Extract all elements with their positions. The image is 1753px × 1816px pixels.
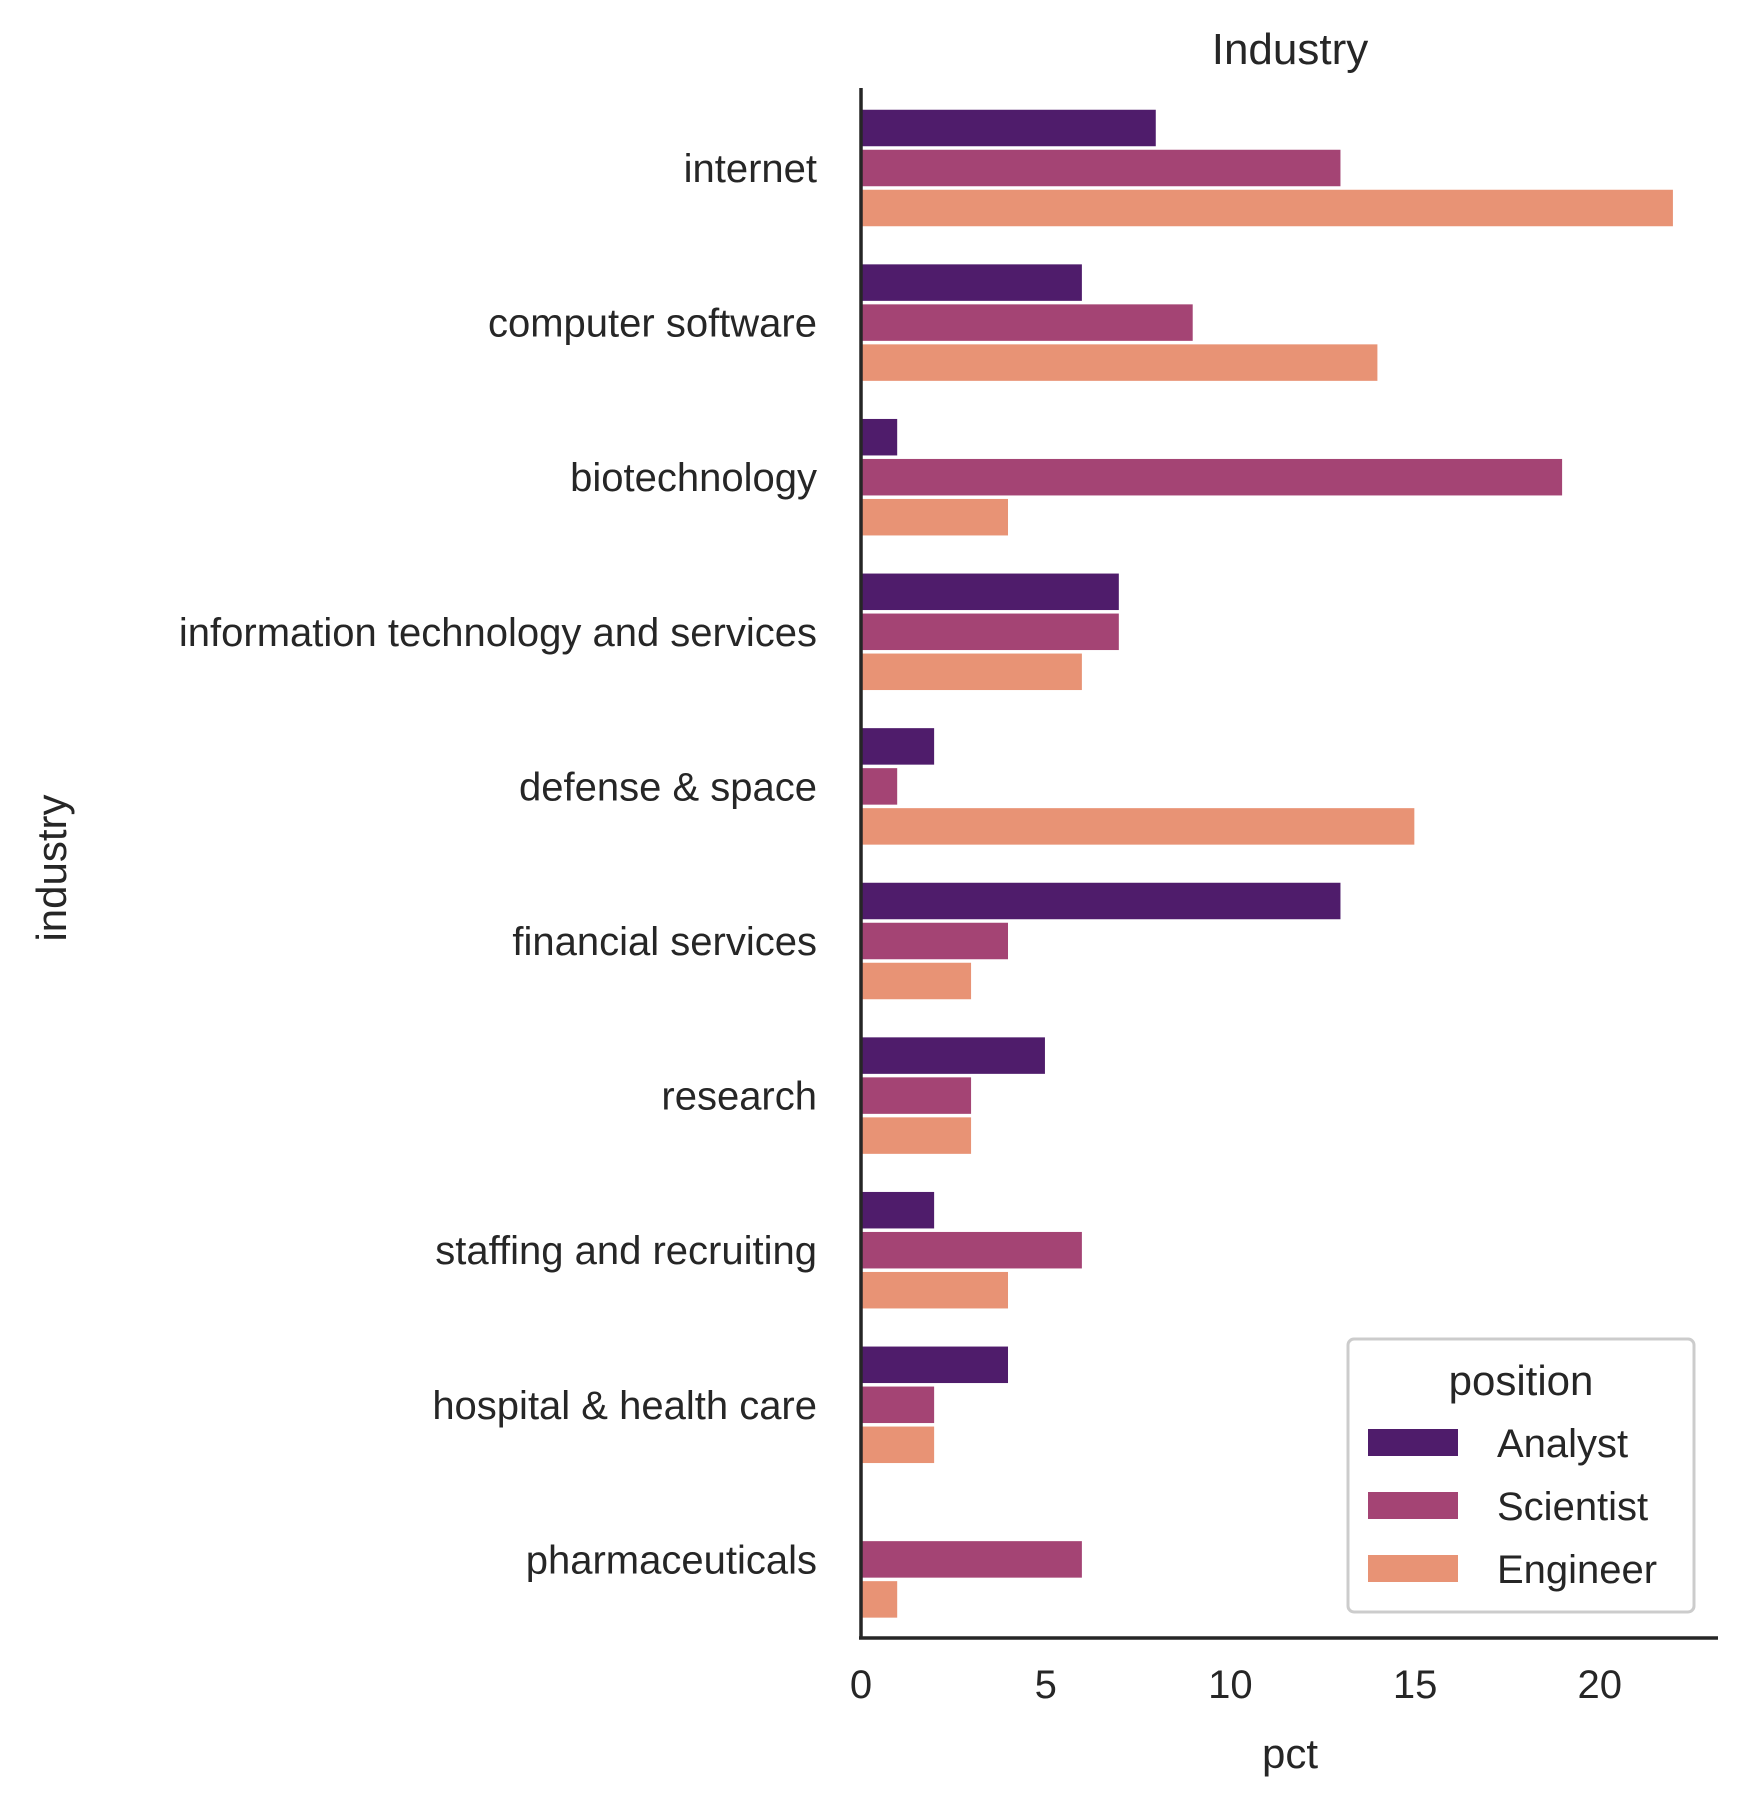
x-axis-label: pct bbox=[1262, 1730, 1318, 1777]
bar-analyst-computer-software bbox=[860, 262, 1084, 303]
bar-engineer-internet bbox=[860, 188, 1675, 228]
legend: position Analyst Scientist Engineer bbox=[1346, 1337, 1696, 1614]
x-tick-label-15: 15 bbox=[1393, 1663, 1438, 1707]
y-tick-label-computer-software: computer software bbox=[488, 302, 817, 346]
y-tick-label-hospital-health-care: hospital & health care bbox=[432, 1384, 817, 1428]
bar-scientist-financial-services bbox=[860, 921, 1010, 961]
legend-label-engineer: Engineer bbox=[1497, 1548, 1657, 1592]
bar-engineer-pharmaceuticals bbox=[860, 1579, 899, 1620]
x-ticks: 0 5 10 15 20 bbox=[850, 1663, 1622, 1707]
bar-analyst-biotechnology bbox=[860, 417, 899, 457]
bar-engineer-biotechnology bbox=[860, 497, 1010, 537]
bar-scientist-pharmaceuticals bbox=[860, 1539, 1084, 1580]
bars-group bbox=[860, 108, 1675, 1620]
legend-items: Analyst Scientist Engineer bbox=[1368, 1422, 1657, 1592]
bar-analyst-defense-space bbox=[860, 726, 936, 767]
bar-analyst-staffing-and-recruiting bbox=[860, 1190, 936, 1230]
legend-frame bbox=[1346, 1337, 1696, 1614]
bar-analyst-research bbox=[860, 1035, 1047, 1076]
bar-analyst-information-technology-and-services bbox=[860, 572, 1121, 612]
legend-title: position bbox=[1449, 1357, 1594, 1404]
y-axis-label: industry bbox=[28, 794, 75, 941]
x-tick-label-10: 10 bbox=[1208, 1663, 1253, 1707]
bar-scientist-research bbox=[860, 1075, 973, 1116]
y-tick-label-staffing-and-recruiting: staffing and recruiting bbox=[435, 1229, 817, 1273]
legend-swatch-engineer bbox=[1368, 1555, 1458, 1582]
bar-engineer-computer-software bbox=[860, 342, 1379, 383]
bar-engineer-information-technology-and-services bbox=[860, 652, 1084, 692]
bar-analyst-financial-services bbox=[860, 881, 1342, 921]
y-tick-label-information-technology-and-services: information technology and services bbox=[179, 611, 817, 655]
x-tick-label-0: 0 bbox=[850, 1663, 872, 1707]
y-tick-labels: internet computer software biotechnology in… bbox=[179, 147, 817, 1582]
legend-swatch-scientist bbox=[1368, 1492, 1458, 1519]
bar-scientist-internet bbox=[860, 148, 1342, 188]
x-tick-label-20: 20 bbox=[1578, 1663, 1623, 1707]
bar-scientist-computer-software bbox=[860, 302, 1195, 343]
legend-label-scientist: Scientist bbox=[1497, 1485, 1648, 1529]
bar-scientist-staffing-and-recruiting bbox=[860, 1230, 1084, 1270]
bar-engineer-hospital-health-care bbox=[860, 1425, 936, 1465]
bar-scientist-information-technology-and-services bbox=[860, 612, 1121, 652]
bar-engineer-defense-space bbox=[860, 806, 1416, 847]
y-tick-label-biotechnology: biotechnology bbox=[570, 456, 817, 500]
bar-scientist-biotechnology bbox=[860, 457, 1564, 497]
y-tick-label-research: research bbox=[661, 1075, 817, 1119]
bar-scientist-defense-space bbox=[860, 766, 899, 807]
legend-swatch-analyst bbox=[1368, 1429, 1458, 1456]
bar-scientist-hospital-health-care bbox=[860, 1385, 936, 1425]
y-tick-label-defense-space: defense & space bbox=[519, 765, 817, 809]
bar-engineer-staffing-and-recruiting bbox=[860, 1270, 1010, 1310]
y-tick-label-internet: internet bbox=[684, 147, 817, 191]
x-tick-label-5: 5 bbox=[1035, 1663, 1057, 1707]
y-tick-label-financial-services: financial services bbox=[512, 920, 817, 964]
y-tick-label-pharmaceuticals: pharmaceuticals bbox=[526, 1538, 817, 1582]
legend-label-analyst: Analyst bbox=[1497, 1422, 1628, 1466]
bar-analyst-hospital-health-care bbox=[860, 1345, 1010, 1385]
chart-title: Industry bbox=[1212, 25, 1369, 74]
bar-engineer-research bbox=[860, 1115, 973, 1156]
bar-analyst-internet bbox=[860, 108, 1158, 148]
bar-engineer-financial-services bbox=[860, 961, 973, 1001]
